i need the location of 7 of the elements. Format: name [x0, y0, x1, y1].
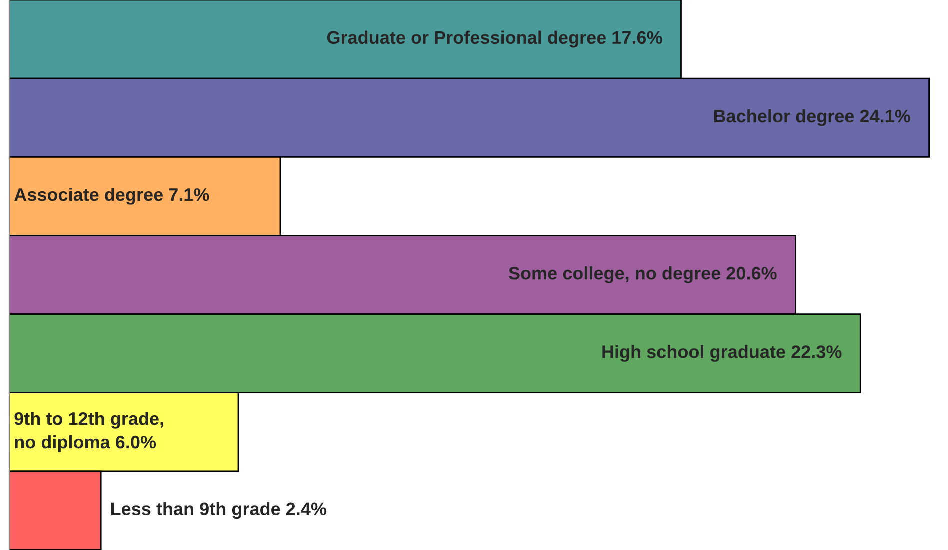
data-label: Bachelor degree 24.1% [714, 109, 910, 126]
data-label: High school graduate 22.3% [602, 345, 842, 362]
data-label: 9th to 12th grade, no diploma 6.0% [14, 412, 164, 452]
data-label: Some college, no degree 20.6% [508, 266, 777, 284]
data-label: Associate degree 7.1% [14, 188, 210, 205]
data-label: Less than 9th grade 2.4% [111, 502, 327, 520]
data-label: Graduate or Professional degree 17.6% [327, 30, 662, 48]
